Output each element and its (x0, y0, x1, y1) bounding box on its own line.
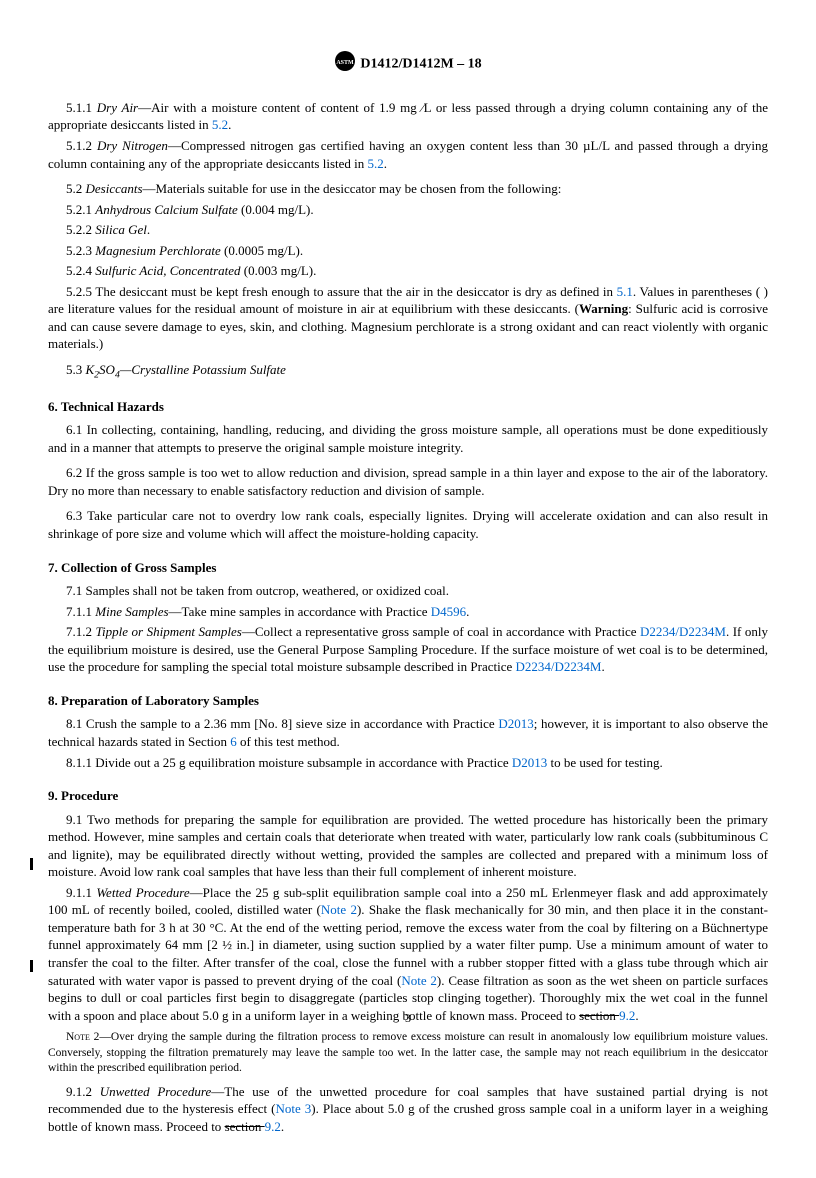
para-7.1.2: 7.1.2 Tipple or Shipment Samples—Collect… (48, 623, 768, 676)
para-5.2.3: 5.2.3 Magnesium Perchlorate (0.0005 mg/L… (48, 242, 768, 260)
para-9.1.2: 9.1.2 Unwetted Procedure—The use of the … (48, 1083, 768, 1136)
ref-note2a[interactable]: Note 2 (321, 902, 357, 917)
heading-9: 9. Procedure (48, 787, 768, 805)
para-5.2.2: 5.2.2 Silica Gel. (48, 221, 768, 239)
para-6.2: 6.2 If the gross sample is too wet to al… (48, 464, 768, 499)
para-5.1.2: 5.1.2 Dry Nitrogen—Compressed nitrogen g… (48, 137, 768, 172)
svg-text:ASTM: ASTM (337, 60, 355, 66)
heading-6: 6. Technical Hazards (48, 398, 768, 416)
para-8.1.1: 8.1.1 Divide out a 25 g equilibration mo… (48, 754, 768, 772)
ref-d2013a[interactable]: D2013 (498, 716, 533, 731)
ref-d2234b[interactable]: D2234/D2234M (516, 659, 602, 674)
para-9.1: 9.1 Two methods for preparing the sample… (48, 811, 768, 881)
heading-7: 7. Collection of Gross Samples (48, 559, 768, 577)
astm-logo: ASTM (334, 50, 356, 79)
para-7.1.1: 7.1.1 Mine Samples—Take mine samples in … (48, 603, 768, 621)
ref-note3[interactable]: Note 3 (275, 1101, 311, 1116)
para-5.1.1: 5.1.1 Dry Air—Air with a moisture conten… (48, 99, 768, 134)
page-number: 3 (0, 1010, 816, 1026)
para-5.2.1: 5.2.1 Anhydrous Calcium Sulfate (0.004 m… (48, 201, 768, 219)
change-bar-2 (30, 960, 33, 972)
change-bar-1 (30, 858, 33, 870)
para-8.1: 8.1 Crush the sample to a 2.36 mm [No. 8… (48, 715, 768, 750)
para-6.1: 6.1 In collecting, containing, handling,… (48, 421, 768, 456)
para-5.3: 5.3 K2SO4—Crystalline Potassium Sulfate (48, 361, 768, 382)
para-5.2.4: 5.2.4 Sulfuric Acid, Concentrated (0.003… (48, 262, 768, 280)
ref-d2234a[interactable]: D2234/D2234M (640, 624, 726, 639)
para-5.2.5: 5.2.5 The desiccant must be kept fresh e… (48, 283, 768, 353)
ref-5.2b[interactable]: 5.2 (368, 156, 384, 171)
para-9.1.1: 9.1.1 Wetted Procedure—Place the 25 g su… (48, 884, 768, 1024)
note-2: Note 2—Over drying the sample during the… (48, 1030, 768, 1077)
ref-5.1[interactable]: 5.1 (617, 284, 633, 299)
ref-9.2b[interactable]: 9.2 (265, 1119, 281, 1134)
page-content: ASTM D1412/D1412M – 18 5.1.1 Dry Air—Air… (0, 0, 816, 1178)
para-6.3: 6.3 Take particular care not to overdry … (48, 507, 768, 542)
ref-note2b[interactable]: Note 2 (401, 973, 437, 988)
heading-8: 8. Preparation of Laboratory Samples (48, 692, 768, 710)
doc-id: D1412/D1412M – 18 (360, 57, 481, 72)
ref-d2013b[interactable]: D2013 (512, 755, 547, 770)
para-7.1: 7.1 Samples shall not be taken from outc… (48, 582, 768, 600)
document-header: ASTM D1412/D1412M – 18 (48, 50, 768, 79)
ref-5.2a[interactable]: 5.2 (212, 117, 228, 132)
para-5.2: 5.2 Desiccants—Materials suitable for us… (48, 180, 768, 198)
ref-d4596[interactable]: D4596 (431, 604, 466, 619)
